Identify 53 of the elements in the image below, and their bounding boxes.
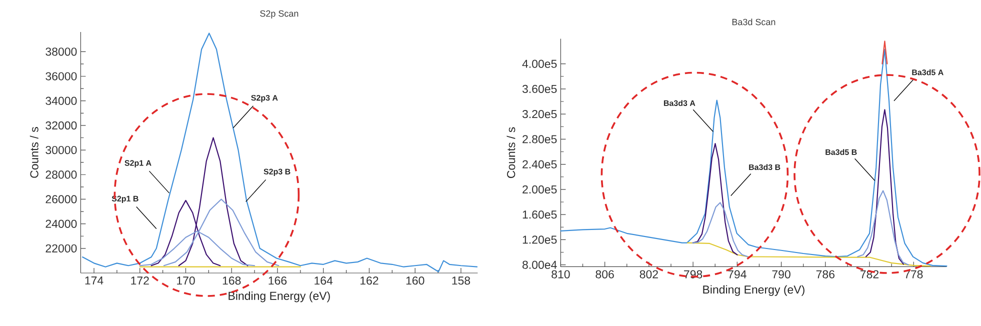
- x-tick-label: 790: [772, 270, 790, 278]
- x-tick-label: 172: [131, 276, 149, 285]
- x-tick-label: 170: [177, 276, 195, 285]
- x-tick-label: 168: [222, 276, 241, 285]
- line-series: [686, 242, 931, 267]
- y-tick-label: 28000: [46, 170, 77, 179]
- x-tick-label: 786: [816, 270, 834, 278]
- y-tick-label: 1.60e5: [522, 210, 557, 219]
- annotation: Ba3d5 B: [826, 149, 857, 155]
- x-tick-label: 158: [452, 276, 470, 285]
- line-series: [82, 32, 478, 272]
- x-tick-label: 162: [360, 276, 378, 285]
- x-tick-label: 174: [85, 276, 104, 284]
- annotation: Ba3d3 B: [749, 164, 780, 170]
- line-series: [692, 143, 738, 256]
- y-tick-label: 32000: [46, 121, 77, 130]
- x-tick-label: 164: [314, 276, 333, 285]
- y-tick-label: 8.00e4: [522, 260, 557, 269]
- x-tick-label: 810: [552, 270, 570, 278]
- x-tick-label: 160: [406, 276, 424, 285]
- y-tick-label: 2.40e5: [522, 160, 557, 168]
- y-tick-label: 4.00e5: [522, 60, 557, 68]
- x-axis-title: Binding Energy (eV): [703, 285, 804, 296]
- y-tick-label: 30000: [46, 146, 77, 154]
- x-axis-title: Binding Energy (eV): [228, 292, 330, 302]
- y-axis-title: Counts / s: [30, 127, 38, 178]
- chart-title: Ba3d Scan: [732, 18, 776, 26]
- chart-title: S2p Scan: [260, 10, 298, 19]
- annotation: Ba3d3 A: [664, 100, 696, 106]
- y-axis-title: Counts / s: [506, 127, 516, 178]
- line-series: [692, 202, 748, 258]
- annotation: S2p3 B: [264, 168, 290, 176]
- line-series: [857, 190, 909, 266]
- y-tick-label: 36000: [46, 72, 77, 80]
- x-tick-label: 166: [268, 276, 287, 285]
- y-tick-label: 34000: [46, 96, 77, 105]
- annotation: S2p3 A: [251, 94, 278, 102]
- annotation: Ba3d5 A: [912, 69, 944, 76]
- y-tick-label: 24000: [46, 220, 77, 228]
- line-series: [865, 109, 904, 265]
- x-tick-label: 794: [728, 270, 746, 278]
- y-tick-label: 3.60e5: [522, 84, 557, 94]
- x-tick-label: 806: [596, 270, 614, 278]
- y-tick-label: 1.20e5: [522, 236, 557, 244]
- y-tick-label: 2.00e5: [522, 185, 557, 194]
- annotation: S2p1 B: [112, 196, 138, 204]
- x-tick-label: 802: [640, 270, 658, 278]
- y-tick-label: 2.80e5: [522, 135, 557, 144]
- annotation: S2p1 A: [124, 160, 152, 168]
- y-tick-label: 22000: [46, 244, 77, 252]
- y-tick-label: 26000: [46, 195, 77, 204]
- y-tick-label: 38000: [46, 48, 77, 56]
- y-tick-label: 3.20e5: [522, 110, 557, 118]
